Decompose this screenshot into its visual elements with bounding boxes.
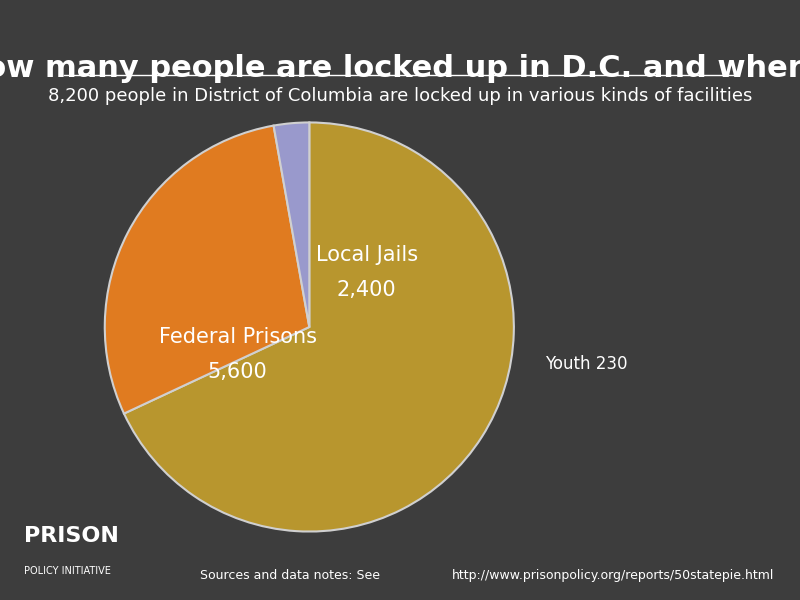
Wedge shape <box>124 122 514 532</box>
Text: Local Jails: Local Jails <box>315 245 418 265</box>
Text: 5,600: 5,600 <box>208 362 268 382</box>
Text: Sources and data notes: See: Sources and data notes: See <box>200 569 384 582</box>
Wedge shape <box>274 122 310 327</box>
Text: PRISON: PRISON <box>24 526 119 546</box>
Text: Federal Prisons: Federal Prisons <box>158 327 317 347</box>
Text: 2,400: 2,400 <box>337 280 397 300</box>
Text: POLICY INITIATIVE: POLICY INITIATIVE <box>24 566 111 576</box>
Text: Youth 230: Youth 230 <box>545 355 627 373</box>
Wedge shape <box>105 125 310 413</box>
Text: 8,200 people in District of Columbia are locked up in various kinds of facilitie: 8,200 people in District of Columbia are… <box>48 87 752 105</box>
Text: http://www.prisonpolicy.org/reports/50statepie.html: http://www.prisonpolicy.org/reports/50st… <box>452 569 774 582</box>
Text: How many people are locked up in D.C. and where?: How many people are locked up in D.C. an… <box>0 54 800 83</box>
